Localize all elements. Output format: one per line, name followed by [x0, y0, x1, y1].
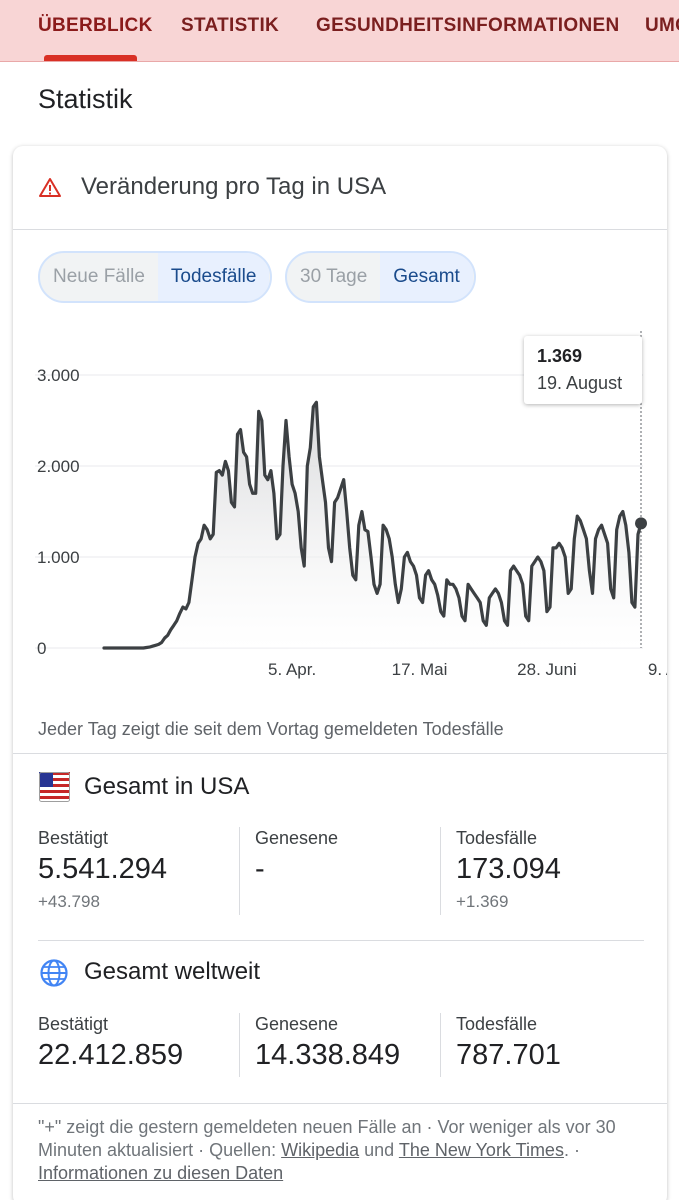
wikipedia-link[interactable]: Wikipedia — [281, 1140, 360, 1160]
card-header: Veränderung pro Tag in USA — [13, 146, 667, 230]
column-separator — [239, 1013, 240, 1077]
world-deaths-value: 787.701 — [456, 1039, 561, 1071]
card-title: Veränderung pro Tag in USA — [81, 173, 387, 200]
column-separator — [440, 1013, 441, 1077]
world-confirmed: Bestätigt 22.412.859 — [38, 1014, 183, 1072]
y-tick-label: 0 — [37, 639, 46, 658]
tooltip-date: 19. August — [537, 373, 623, 393]
tab-statistik[interactable]: STATISTIK — [181, 15, 280, 36]
usa-confirmed-value: 5.541.294 — [38, 853, 168, 885]
toggle-30-tage[interactable]: 30 Tage — [300, 266, 368, 287]
divider — [13, 753, 667, 754]
usa-recovered-label: Genesene — [255, 828, 339, 848]
usa-deaths-value: 173.094 — [456, 853, 561, 885]
tab-ueberblick[interactable]: ÜBERBLICK — [38, 15, 153, 36]
usa-recovered: Genesene - — [255, 828, 338, 886]
stats-card: Veränderung pro Tag in USA Neue Fälle To… — [13, 146, 667, 1200]
world-section-title: Gesamt weltweit — [84, 958, 261, 985]
world-recovered-value: 14.338.849 — [255, 1039, 401, 1071]
deaths-per-day-chart[interactable]: 3.000 2.000 1.000 0 5. Apr. 17. Mai 28. Juni 9.… — [13, 331, 667, 691]
nyt-link[interactable]: The New York Times — [398, 1140, 564, 1160]
toggle-todesfaelle[interactable]: Todesfälle — [157, 253, 270, 301]
x-tick-label: 17. Mai — [392, 660, 448, 679]
series-line — [102, 400, 643, 650]
usa-recovered-value: - — [255, 853, 265, 885]
page-title: Statistik — [38, 84, 133, 114]
series-area — [104, 402, 641, 648]
world-recovered: Genesene 14.338.849 — [255, 1014, 400, 1072]
usa-deaths-label: Todesfälle — [456, 828, 538, 848]
globe-icon — [40, 959, 68, 987]
tab-umg[interactable]: UMG — [645, 15, 679, 36]
divider — [38, 940, 644, 941]
toggle-neue-faelle[interactable]: Neue Fälle — [53, 266, 145, 287]
y-tick-label: 2.000 — [37, 457, 80, 476]
usa-section-title: Gesamt in USA — [84, 773, 250, 800]
x-tick-label: 5. Apr. — [268, 660, 316, 679]
world-confirmed-label: Bestätigt — [38, 1014, 109, 1034]
usa-confirmed-label: Bestätigt — [38, 828, 109, 848]
usa-deaths: Todesfälle 173.094 +1.369 — [456, 828, 561, 912]
footer-dot: . · — [563, 1140, 580, 1160]
world-recovered-label: Genesene — [255, 1014, 339, 1034]
usa-confirmed: Bestätigt 5.541.294 +43.798 — [38, 828, 167, 912]
chart-tooltip: 1.369 19. August — [524, 336, 642, 404]
toggle-gesamt[interactable]: Gesamt — [380, 253, 473, 301]
footer-text: "+" zeigt die gestern gemeldeten neuen F… — [38, 1117, 616, 1160]
x-tick-label: 28. Juni — [517, 660, 577, 679]
column-separator — [239, 827, 240, 915]
usa-confirmed-delta: +43.798 — [38, 892, 100, 911]
metric-toggle: Neue Fälle Todesfälle — [38, 251, 272, 303]
tab-gesundheitsinformationen[interactable]: GESUNDHEITSINFORMATIONEN — [316, 15, 620, 36]
x-tick-label: 9. Aug. — [648, 660, 667, 679]
world-deaths-label: Todesfälle — [456, 1014, 538, 1034]
y-tick-label: 1.000 — [37, 548, 80, 567]
world-deaths: Todesfälle 787.701 — [456, 1014, 561, 1072]
chart-caption: Jeder Tag zeigt die seit dem Vortag geme… — [38, 719, 504, 739]
us-flag-icon — [39, 772, 70, 802]
top-tab-bar: ÜBERBLICK STATISTIK GESUNDHEITSINFORMATI… — [0, 0, 679, 62]
divider — [13, 1103, 667, 1104]
range-toggle: 30 Tage Gesamt — [285, 251, 476, 303]
warning-icon — [39, 178, 61, 197]
tooltip-value: 1.369 — [537, 346, 583, 366]
data-info-link[interactable]: Informationen zu diesen Daten — [38, 1163, 284, 1183]
world-confirmed-value: 22.412.859 — [38, 1039, 184, 1071]
highlighted-data-point — [635, 517, 647, 530]
column-separator — [440, 827, 441, 915]
footer-and: und — [359, 1140, 399, 1160]
y-tick-label: 3.000 — [37, 366, 80, 385]
footer-note: "+" zeigt die gestern gemeldeten neuen F… — [38, 1116, 648, 1185]
usa-deaths-delta: +1.369 — [456, 892, 509, 911]
active-tab-indicator — [44, 55, 137, 61]
